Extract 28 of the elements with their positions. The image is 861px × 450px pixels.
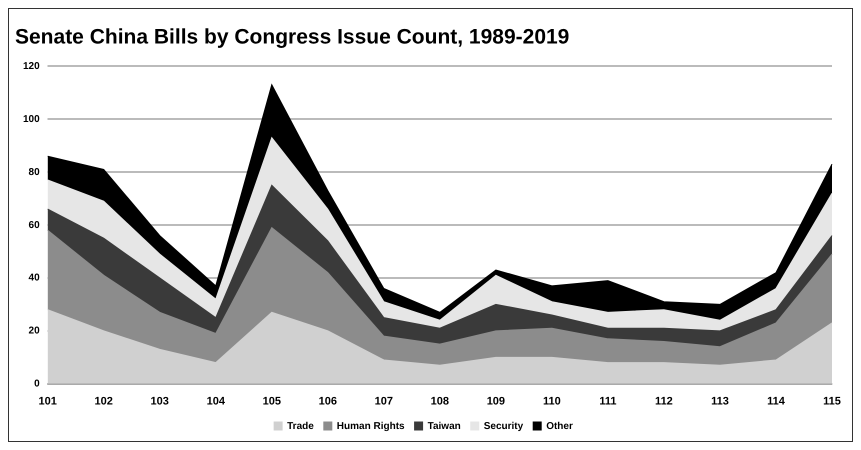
x-tick-label: 111 [599, 395, 616, 408]
x-tick-label: 108 [430, 395, 450, 408]
y-tick-label: 60 [28, 220, 40, 231]
legend-label: Human Rights [336, 420, 406, 432]
x-tick-label: 104 [206, 395, 226, 408]
y-tick-label: 120 [22, 60, 40, 72]
x-tick-label: 115 [823, 395, 841, 408]
x-tick-label: 114 [767, 395, 786, 408]
y-tick-label: 80 [28, 166, 40, 178]
x-tick-label: 110 [543, 395, 561, 408]
chart-title: Senate China Bills by Congress Issue Count, 1989-2019 [15, 25, 570, 48]
y-tick-label: 0 [34, 378, 40, 390]
legend-label: Trade [287, 420, 314, 432]
x-tick-label: 112 [655, 395, 673, 408]
x-tick-label: 102 [94, 395, 113, 408]
x-tick-label: 101 [38, 395, 57, 408]
y-tick-label: 20 [28, 326, 40, 337]
legend-label: Other [546, 420, 573, 432]
x-tick-label: 109 [486, 395, 506, 408]
y-tick-label: 40 [28, 272, 40, 284]
x-tick-label: 106 [318, 395, 337, 408]
x-tick-label: 113 [711, 395, 729, 408]
legend-label: Security [484, 420, 524, 432]
x-tick-label: 105 [262, 395, 281, 408]
x-tick-label: 107 [374, 395, 393, 408]
legend-label: Taiwan [428, 420, 461, 432]
x-tick-label: 103 [150, 395, 169, 408]
y-tick-label: 100 [22, 114, 40, 125]
